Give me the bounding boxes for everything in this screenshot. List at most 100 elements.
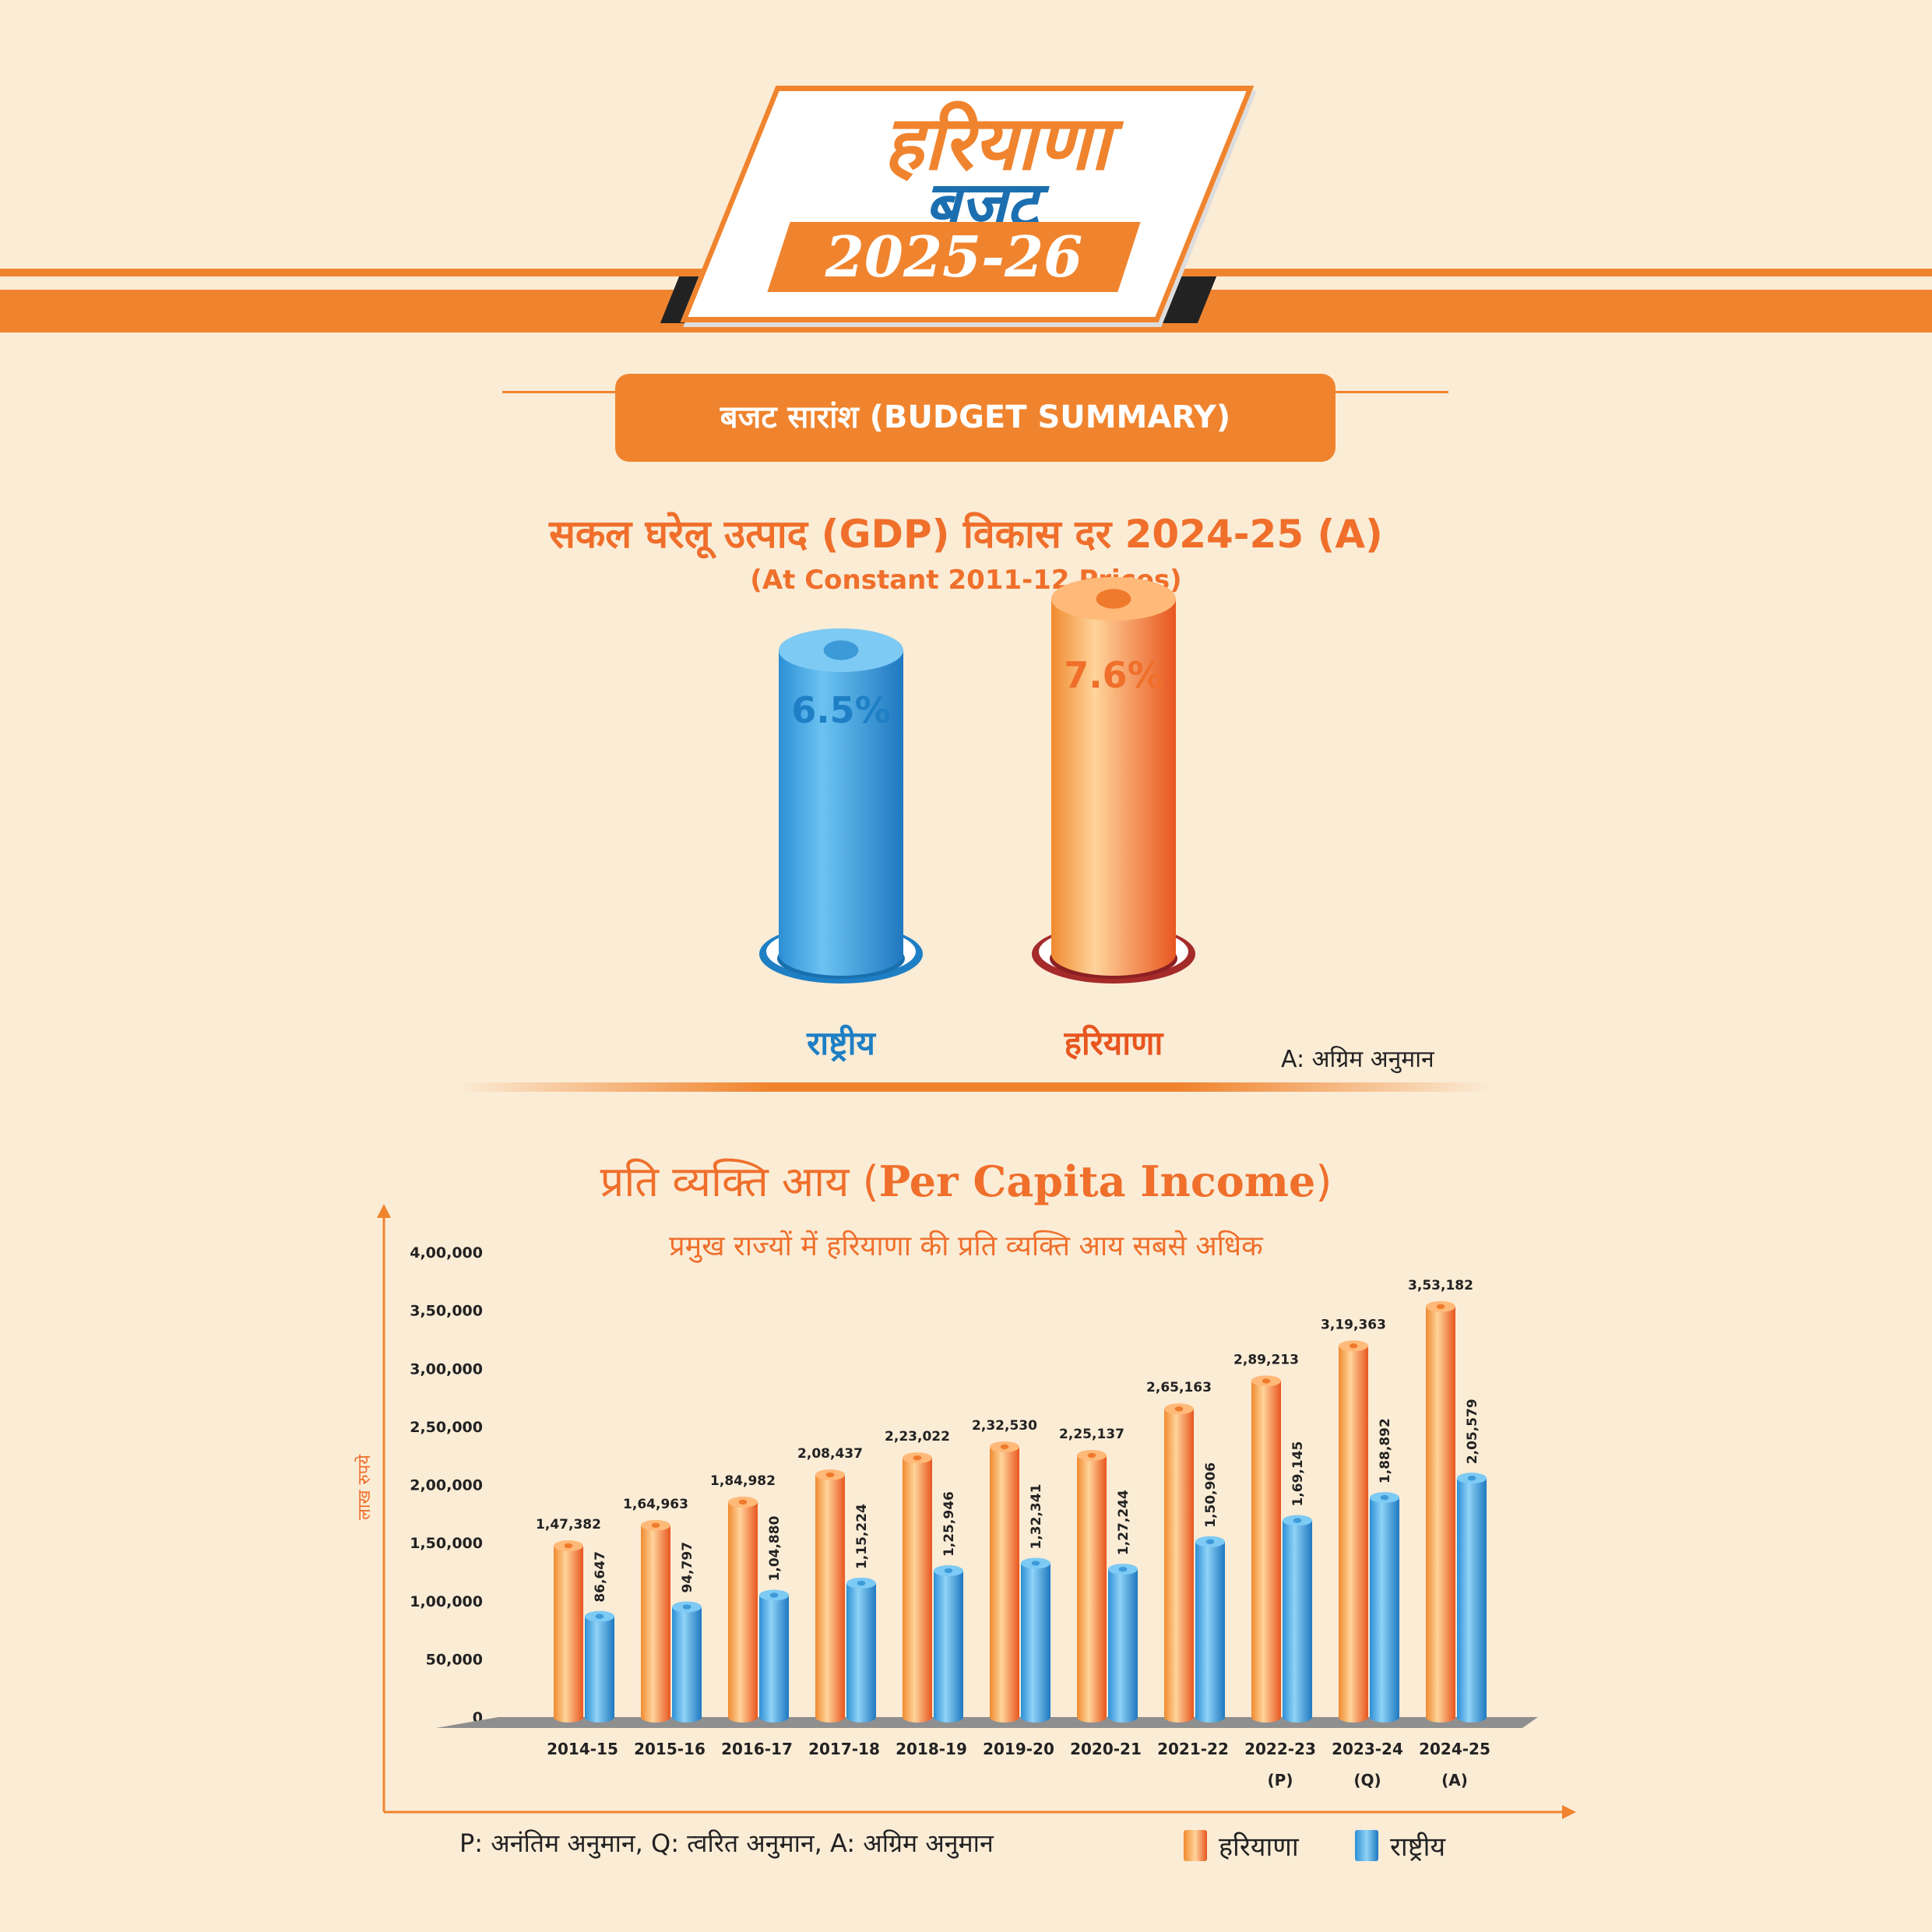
- national-bar-8-hole: [1293, 1518, 1302, 1523]
- ribbon-line-left: [502, 391, 619, 393]
- haryana-bar-7-body: [1164, 1409, 1194, 1723]
- gdp-label-national: राष्ट्रीय: [807, 1024, 875, 1062]
- national-bar-5: [1021, 1557, 1050, 1723]
- x-tick-label: 2018-19: [896, 1740, 967, 1758]
- national-bar-2-body: [759, 1595, 789, 1723]
- gdp-bar-1-hole: [1096, 589, 1131, 609]
- haryana-value-label: 2,08,437: [797, 1446, 863, 1462]
- haryana-value-label: 2,25,137: [1059, 1427, 1124, 1442]
- national-bar-8: [1283, 1515, 1312, 1723]
- national-bar-9: [1370, 1492, 1399, 1723]
- gdp-value-national: 6.5%: [791, 689, 891, 731]
- y-tick-label: 3,00,000: [410, 1360, 483, 1378]
- haryana-bar-1: [641, 1519, 670, 1723]
- haryana-bar-0-hole: [564, 1543, 573, 1549]
- haryana-bar-8-body: [1251, 1381, 1281, 1723]
- pci-subtitle: प्रमुख राज्यों में हरियाणा की प्रति व्यक…: [669, 1230, 1263, 1262]
- national-value-label: 1,15,224: [854, 1504, 870, 1569]
- national-bar-8-body: [1283, 1520, 1312, 1723]
- national-bar-6-body: [1108, 1569, 1138, 1723]
- national-bar-1: [672, 1601, 702, 1723]
- legend-swatch-haryana: [1184, 1830, 1207, 1861]
- national-bar-4-hole: [944, 1568, 953, 1574]
- national-bar-4: [934, 1565, 963, 1723]
- y-axis-label: लाख रुपये: [354, 1454, 375, 1520]
- national-bar-7: [1195, 1536, 1225, 1723]
- x-tick-label: 2023-24: [1332, 1740, 1403, 1758]
- haryana-bar-10-hole: [1436, 1304, 1445, 1310]
- haryana-value-label: 2,65,163: [1146, 1380, 1212, 1395]
- haryana-bar-7: [1164, 1403, 1194, 1723]
- pci-footnote: P: अनंतिम अनुमान, Q: त्वरित अनुमान, A: अ…: [459, 1828, 994, 1858]
- gdp-value-haryana: 7.6%: [1064, 654, 1163, 696]
- national-bar-0-hole: [595, 1614, 604, 1619]
- logo-title: हरियाणा: [884, 99, 1110, 187]
- haryana-bar-2-body: [728, 1501, 758, 1723]
- national-bar-10: [1457, 1473, 1487, 1723]
- haryana-value-label: 2,23,022: [885, 1429, 950, 1445]
- national-bar-0-body: [585, 1616, 614, 1723]
- national-value-label: 2,05,579: [1465, 1399, 1480, 1464]
- haryana-bar-9-body: [1339, 1346, 1368, 1723]
- haryana-bar-10-body: [1426, 1306, 1455, 1723]
- haryana-bar-6-hole: [1087, 1452, 1096, 1459]
- pci-title: प्रति व्यक्ति आय (Per Capita Income): [0, 1151, 1932, 1209]
- x-tick-suffix: (P): [1268, 1771, 1293, 1789]
- pci-title-hi: प्रति व्यक्ति आय (: [600, 1157, 879, 1206]
- national-value-label: 94,797: [680, 1542, 695, 1593]
- gdp-bar-0: [779, 628, 903, 976]
- haryana-value-label: 1,84,982: [710, 1473, 776, 1489]
- x-tick-label: 2021-22: [1157, 1740, 1229, 1758]
- haryana-bar-6: [1077, 1449, 1107, 1723]
- haryana-bar-3: [815, 1469, 845, 1723]
- haryana-bar-5: [990, 1441, 1019, 1723]
- national-value-label: 1,25,946: [941, 1491, 957, 1557]
- x-tick-label: 2024-25: [1419, 1740, 1490, 1758]
- haryana-bar-7-hole: [1174, 1406, 1184, 1412]
- haryana-bar-9: [1339, 1340, 1368, 1723]
- haryana-bar-4-body: [903, 1458, 932, 1723]
- haryana-bar-1-body: [641, 1525, 670, 1723]
- national-value-label: 1,32,341: [1029, 1484, 1044, 1550]
- national-bar-6: [1108, 1564, 1138, 1723]
- national-value-label: 1,69,145: [1290, 1441, 1306, 1507]
- ribbon-line-right: [1332, 391, 1448, 393]
- haryana-value-label: 3,53,182: [1408, 1278, 1473, 1293]
- national-bar-6-hole: [1118, 1566, 1128, 1572]
- haryana-bar-5-hole: [1000, 1444, 1009, 1450]
- national-bar-10-hole: [1467, 1476, 1476, 1481]
- haryana-bar-0: [554, 1540, 583, 1723]
- legend-swatch-national: [1355, 1830, 1378, 1861]
- national-value-label: 1,27,244: [1116, 1490, 1131, 1555]
- haryana-bar-2-hole: [738, 1499, 748, 1505]
- haryana-bar-3-body: [815, 1474, 845, 1723]
- haryana-bar-10: [1426, 1300, 1455, 1723]
- national-bar-3-body: [846, 1583, 876, 1723]
- haryana-bar-3-hole: [825, 1472, 835, 1478]
- national-value-label: 1,04,880: [767, 1515, 783, 1581]
- haryana-value-label: 1,47,382: [536, 1517, 601, 1533]
- haryana-bar-4: [903, 1452, 932, 1723]
- national-bar-2-hole: [769, 1592, 779, 1598]
- national-bar-7-body: [1195, 1541, 1225, 1723]
- gdp-bar-1-body: [1051, 599, 1176, 976]
- y-tick-label: 2,50,000: [410, 1419, 483, 1436]
- gdp-note: A: अग्रिम अनुमान: [1281, 1046, 1434, 1073]
- national-bar-3-hole: [857, 1580, 866, 1586]
- haryana-value-label: 1,64,963: [623, 1497, 688, 1512]
- haryana-bar-8-hole: [1262, 1378, 1271, 1384]
- gdp-bar-0-hole: [823, 640, 859, 660]
- national-bar-9-body: [1370, 1497, 1399, 1723]
- national-bar-0: [585, 1610, 614, 1723]
- haryana-bar-0-body: [554, 1546, 583, 1723]
- y-tick-label: 2,00,000: [410, 1477, 483, 1494]
- haryana-value-label: 2,32,530: [972, 1418, 1037, 1434]
- haryana-value-label: 3,19,363: [1321, 1317, 1386, 1332]
- y-tick-label: 50,000: [426, 1651, 483, 1668]
- gdp-title: सकल घरेलू उत्पाद (GDP) विकास दर 2024-25 …: [549, 512, 1383, 557]
- logo-year: 2025-26: [825, 223, 1083, 290]
- haryana-bar-1-hole: [651, 1522, 660, 1528]
- x-tick-label: 2016-17: [721, 1740, 793, 1758]
- pci-chart: लाख रुपये050,0001,00,0001,50,0002,00,000…: [354, 1204, 1576, 1819]
- haryana-bar-6-body: [1077, 1455, 1107, 1723]
